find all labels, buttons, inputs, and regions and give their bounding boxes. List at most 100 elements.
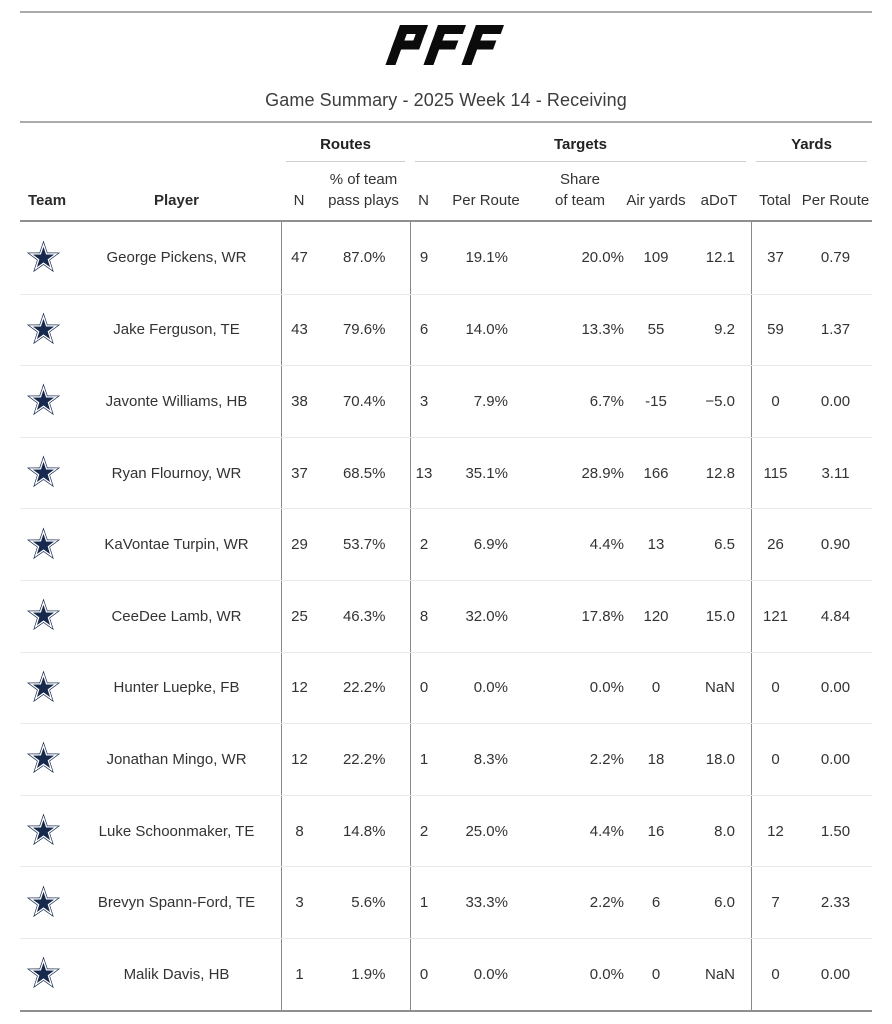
yards-per-route-cell: 0.00: [799, 653, 872, 724]
col-header-routes-n-label: N: [293, 192, 305, 209]
targets-n-value: 1: [419, 894, 429, 912]
targets-per-route-cell: 0.0%: [437, 939, 535, 1010]
adot-value: 6.5: [714, 536, 735, 554]
routes-n-value: 43: [291, 321, 308, 339]
targets-n-value: 0: [419, 965, 429, 983]
routes-pct-value: 22.2%: [342, 679, 386, 697]
target-share-value: 17.8%: [581, 607, 624, 625]
targets-n-value: 2: [419, 822, 429, 840]
col-header-target-share-line2: of team: [554, 192, 606, 209]
table-row: Malik Davis, HB 1 1.9% 0 0.0% 0.0% 0 NaN…: [20, 937, 872, 1010]
air-yards-value: 18: [647, 750, 665, 768]
pff-logo: [0, 25, 892, 65]
targets-per-route-cell: 35.1%: [437, 438, 535, 509]
yards-total-cell: 26: [751, 509, 799, 580]
table-body: George Pickens, WR 47 87.0% 9 19.1% 20.0…: [20, 220, 872, 1012]
player-name: Hunter Luepke, FB: [113, 679, 240, 697]
adot-cell: 15.0: [687, 581, 751, 652]
team-cell: [20, 581, 72, 652]
air-yards-cell: 120: [625, 581, 687, 652]
player-name: Jonathan Mingo, WR: [106, 750, 247, 768]
cowboys-star-icon: [26, 670, 60, 702]
adot-cell: NaN: [687, 939, 751, 1010]
targets-n-cell: 0: [410, 938, 437, 1010]
targets-per-route-cell: 25.0%: [437, 796, 535, 867]
col-header-adot-label: aDoT: [700, 192, 738, 209]
team-cell: [20, 653, 72, 724]
yards-per-route-value: 0.00: [820, 392, 851, 410]
routes-n-value: 12: [291, 750, 308, 768]
targets-n-cell: 8: [410, 580, 437, 652]
air-yards-cell: 18: [625, 724, 687, 795]
col-header-player-label: Player: [153, 192, 200, 209]
target-share-cell: 4.4%: [535, 509, 625, 580]
player-name: KaVontae Turpin, WR: [104, 536, 249, 554]
group-header-targets: Targets: [415, 123, 746, 162]
target-share-value: 4.4%: [589, 536, 624, 554]
table-row: George Pickens, WR 47 87.0% 9 19.1% 20.0…: [20, 222, 872, 294]
yards-per-route-value: 1.37: [820, 321, 851, 339]
routes-n-cell: 1: [281, 938, 317, 1010]
routes-n-cell: 8: [281, 795, 317, 867]
routes-n-cell: 38: [281, 366, 317, 437]
col-header-yards-total: Total: [751, 162, 799, 220]
yards-per-route-cell: 3.11: [799, 438, 872, 509]
col-header-targets-per-route-label: Per Route: [452, 192, 520, 209]
targets-per-route-cell: 19.1%: [437, 222, 535, 294]
targets-per-route-value: 25.0%: [465, 822, 508, 840]
yards-total-value: 0: [771, 965, 780, 983]
team-cell: [20, 222, 72, 294]
targets-per-route-cell: 14.0%: [437, 295, 535, 366]
team-cell: [20, 724, 72, 795]
col-header-team-label: Team: [28, 192, 67, 209]
adot-value: 6.0: [714, 894, 735, 912]
routes-pct-cell: 46.3%: [317, 581, 410, 652]
targets-per-route-value: 6.9%: [473, 536, 508, 554]
air-yards-value: 55: [647, 321, 665, 339]
player-cell: Jonathan Mingo, WR: [72, 724, 281, 795]
targets-per-route-value: 14.0%: [465, 321, 508, 339]
routes-pct-cell: 1.9%: [317, 939, 410, 1010]
target-share-value: 20.0%: [581, 249, 624, 267]
adot-value: −5.0: [705, 392, 735, 410]
targets-per-route-cell: 8.3%: [437, 724, 535, 795]
yards-total-cell: 59: [751, 294, 799, 366]
air-yards-cell: 16: [625, 796, 687, 867]
yards-per-route-value: 4.84: [820, 607, 851, 625]
routes-n-value: 37: [291, 464, 308, 482]
player-cell: Jake Ferguson, TE: [72, 295, 281, 366]
targets-n-value: 3: [419, 392, 429, 410]
target-share-cell: 20.0%: [535, 222, 625, 294]
table-row: CeeDee Lamb, WR 25 46.3% 8 32.0% 17.8% 1…: [20, 579, 872, 652]
targets-per-route-value: 8.3%: [473, 750, 508, 768]
team-cell: [20, 509, 72, 580]
routes-pct-cell: 79.6%: [317, 295, 410, 366]
player-cell: George Pickens, WR: [72, 222, 281, 294]
targets-per-route-value: 0.0%: [473, 679, 508, 697]
routes-pct-value: 46.3%: [342, 607, 386, 625]
yards-total-cell: 115: [751, 437, 799, 509]
table-row: Hunter Luepke, FB 12 22.2% 0 0.0% 0.0% 0…: [20, 651, 872, 724]
yards-per-route-cell: 1.50: [799, 796, 872, 867]
air-yards-value: 13: [647, 536, 665, 554]
yards-total-cell: 121: [751, 580, 799, 652]
team-cell: [20, 366, 72, 437]
routes-pct-value: 14.8%: [342, 822, 386, 840]
yards-total-value: 0: [771, 392, 780, 410]
targets-per-route-value: 35.1%: [465, 464, 508, 482]
targets-n-value: 13: [415, 464, 433, 482]
routes-pct-value: 53.7%: [342, 536, 386, 554]
air-yards-cell: -15: [625, 366, 687, 437]
cowboys-star-icon: [26, 312, 60, 345]
targets-n-cell: 3: [410, 366, 437, 437]
routes-pct-value: 79.6%: [342, 321, 386, 339]
target-share-cell: 6.7%: [535, 366, 625, 437]
adot-value: 12.8: [705, 464, 735, 482]
adot-cell: 12.8: [687, 438, 751, 509]
target-share-cell: 17.8%: [535, 581, 625, 652]
player-name: Malik Davis, HB: [123, 965, 230, 983]
adot-value: 15.0: [705, 607, 735, 625]
routes-n-cell: 12: [281, 724, 317, 795]
air-yards-value: 166: [643, 464, 669, 482]
player-cell: Javonte Williams, HB: [72, 366, 281, 437]
